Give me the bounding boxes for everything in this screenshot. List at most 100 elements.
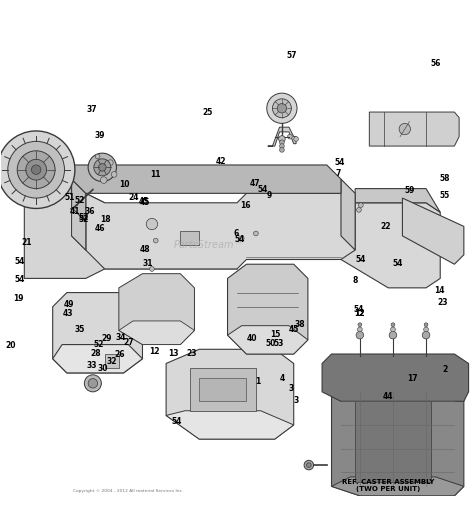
Circle shape	[389, 331, 397, 339]
Circle shape	[8, 141, 64, 198]
Circle shape	[280, 140, 284, 145]
Circle shape	[99, 163, 106, 171]
Text: 45: 45	[138, 197, 149, 207]
Circle shape	[294, 136, 299, 141]
Circle shape	[424, 327, 428, 332]
Polygon shape	[53, 345, 143, 373]
Text: 14: 14	[434, 286, 445, 295]
Text: PartsStream™: PartsStream™	[173, 240, 244, 250]
Circle shape	[279, 135, 285, 142]
Text: 3: 3	[293, 396, 299, 405]
Text: 34: 34	[116, 333, 127, 342]
Text: 12: 12	[354, 309, 364, 318]
Circle shape	[391, 327, 395, 332]
Text: 13: 13	[168, 349, 178, 358]
Polygon shape	[24, 194, 105, 278]
Polygon shape	[72, 165, 341, 194]
Text: 54: 54	[14, 275, 25, 284]
Circle shape	[95, 154, 100, 159]
Text: 52: 52	[78, 213, 89, 223]
Text: 17: 17	[408, 374, 418, 383]
Text: 2: 2	[442, 365, 447, 374]
Text: REF. CASTER ASSEMBLY
(TWO PER UNIT): REF. CASTER ASSEMBLY (TWO PER UNIT)	[342, 479, 435, 492]
Text: 10: 10	[119, 180, 130, 189]
Text: 30: 30	[97, 364, 108, 373]
Text: 59: 59	[405, 186, 415, 196]
Text: 1: 1	[255, 377, 261, 386]
Circle shape	[146, 218, 157, 230]
Polygon shape	[86, 194, 355, 269]
Text: 50: 50	[266, 339, 276, 348]
Circle shape	[391, 323, 395, 326]
Text: 18: 18	[100, 215, 111, 224]
Text: 35: 35	[75, 325, 85, 334]
Circle shape	[288, 134, 292, 139]
Text: 23: 23	[187, 349, 197, 358]
Circle shape	[17, 151, 55, 188]
Polygon shape	[331, 477, 464, 496]
Circle shape	[356, 331, 364, 339]
Polygon shape	[53, 293, 143, 373]
Text: 54: 54	[354, 305, 364, 313]
Circle shape	[108, 160, 113, 166]
Polygon shape	[190, 368, 256, 411]
Polygon shape	[199, 378, 246, 401]
Text: 29: 29	[102, 334, 112, 344]
Text: 3: 3	[289, 384, 294, 392]
Circle shape	[254, 231, 258, 236]
Text: 48: 48	[139, 244, 150, 254]
Circle shape	[424, 323, 428, 326]
Text: 43: 43	[63, 309, 73, 318]
Text: 16: 16	[240, 201, 251, 210]
Text: 54: 54	[234, 235, 245, 244]
Text: 25: 25	[202, 107, 213, 117]
Text: 49: 49	[64, 300, 74, 309]
Circle shape	[31, 165, 41, 174]
Text: 39: 39	[95, 131, 105, 140]
Text: 55: 55	[440, 191, 450, 200]
Polygon shape	[341, 203, 440, 288]
Text: 27: 27	[123, 338, 134, 347]
Text: 52: 52	[75, 196, 85, 205]
Text: 12: 12	[354, 309, 364, 318]
Text: 44: 44	[383, 392, 393, 401]
Circle shape	[111, 172, 117, 177]
Text: 54: 54	[392, 259, 403, 268]
Text: 26: 26	[115, 350, 125, 360]
Text: 52: 52	[79, 215, 89, 224]
Circle shape	[304, 460, 314, 470]
Polygon shape	[72, 208, 86, 250]
Polygon shape	[268, 127, 296, 146]
Polygon shape	[119, 321, 194, 345]
Text: 7: 7	[336, 169, 341, 178]
Text: 54: 54	[356, 255, 366, 264]
Polygon shape	[355, 397, 431, 482]
Text: 6: 6	[233, 229, 239, 238]
Text: 54: 54	[258, 185, 268, 194]
Circle shape	[399, 124, 410, 135]
Text: 33: 33	[86, 361, 97, 371]
Text: 45: 45	[140, 198, 150, 207]
Circle shape	[357, 327, 362, 332]
Polygon shape	[331, 383, 464, 496]
Text: 51: 51	[64, 193, 75, 201]
Circle shape	[307, 463, 311, 468]
Circle shape	[88, 378, 98, 388]
Text: 20: 20	[5, 341, 15, 350]
Circle shape	[0, 131, 75, 209]
Circle shape	[94, 159, 111, 176]
Text: 21: 21	[21, 238, 32, 248]
Text: 42: 42	[215, 157, 226, 166]
Text: 12: 12	[149, 347, 160, 356]
Text: 19: 19	[13, 294, 24, 303]
Circle shape	[100, 177, 107, 183]
Text: 4: 4	[279, 374, 284, 383]
Text: 40: 40	[247, 334, 257, 344]
Circle shape	[358, 203, 363, 208]
Text: 45: 45	[289, 325, 299, 334]
Text: 58: 58	[440, 174, 450, 183]
Text: 41: 41	[70, 207, 81, 216]
Text: 31: 31	[143, 259, 154, 268]
Polygon shape	[228, 325, 308, 354]
Text: 24: 24	[129, 193, 139, 201]
